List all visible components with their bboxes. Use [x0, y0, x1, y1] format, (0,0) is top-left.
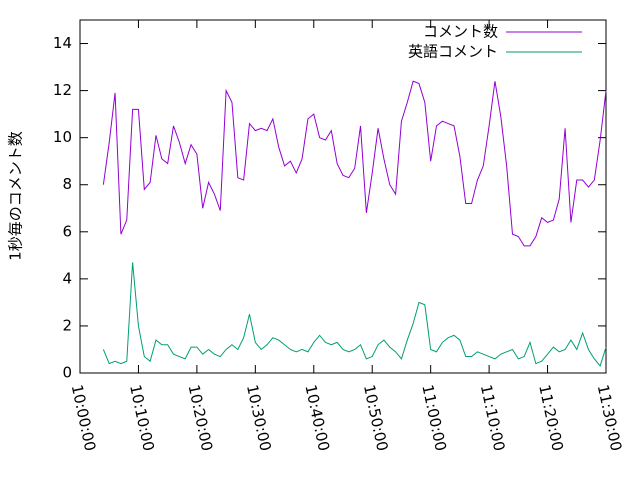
y-tick-label: 14: [53, 34, 72, 52]
x-tick-label: 11:30:00: [594, 383, 626, 453]
y-tick-label: 2: [62, 316, 72, 334]
series-line: [102, 262, 607, 367]
x-tick-label: 10:40:00: [301, 383, 333, 453]
y-tick-label: 8: [62, 175, 72, 193]
x-tick-label: 10:10:00: [126, 383, 158, 453]
series-line: [102, 80, 607, 247]
x-tick-label: 10:00:00: [68, 383, 100, 453]
y-tick-label: 0: [62, 364, 72, 382]
legend-label: 英語コメント: [408, 43, 498, 61]
y-tick-label: 10: [53, 128, 72, 146]
plot-frame: [79, 19, 607, 374]
x-tick-label: 10:50:00: [360, 383, 392, 453]
y-tick-label: 4: [62, 269, 72, 287]
x-tick-label: 11:00:00: [418, 383, 450, 453]
x-tick-label: 11:10:00: [477, 383, 509, 453]
x-tick-label: 10:30:00: [243, 383, 275, 453]
x-tick-label: 11:20:00: [535, 383, 567, 453]
x-tick-label: 10:20:00: [185, 383, 217, 453]
y-axis-label: 1秒毎のコメント数: [7, 131, 25, 261]
y-tick-label: 12: [53, 81, 72, 99]
y-tick-label: 6: [62, 222, 72, 240]
legend-label: コメント数: [423, 23, 498, 41]
